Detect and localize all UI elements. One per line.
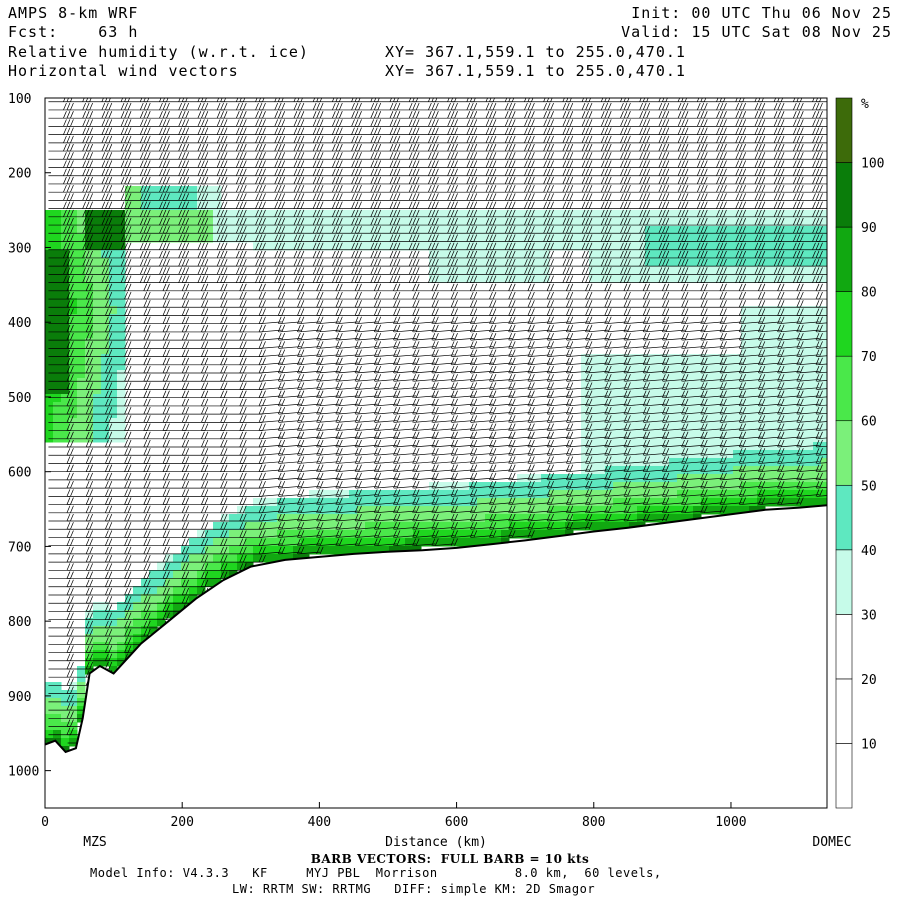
end-point-label: DOMEC (812, 835, 851, 850)
colorbar-tick-label: 40 (861, 544, 877, 559)
colorbar-swatch (835, 162, 853, 228)
colorbar-swatch (835, 291, 853, 357)
field-wind-label: Horizontal wind vectors (8, 62, 239, 80)
y-tick-label: 300 (8, 241, 31, 256)
model-info: Model Info: V4.3.3 KF MYJ PBL Morrison 8… (90, 866, 662, 880)
physics-info: LW: RRTM SW: RRTMG DIFF: simple KM: 2D S… (232, 882, 596, 896)
y-tick-label: 700 (8, 540, 31, 555)
colorbar-tick-label: 10 (861, 737, 877, 752)
valid-time: Valid: 15 UTC Sat 08 Nov 25 (621, 23, 892, 41)
colorbar-tick-label: 60 (861, 415, 877, 430)
y-tick-label: 900 (8, 690, 31, 705)
xy-range-1: XY= 367.1,559.1 to 255.0,470.1 (385, 43, 686, 61)
x-tick-label: 200 (170, 815, 193, 830)
y-tick-label: 200 (8, 167, 31, 182)
colorbar-swatch (835, 355, 853, 422)
y-tick-label: 100 (8, 92, 31, 107)
forecast-hour: Fcst: 63 h (8, 23, 139, 41)
colorbar-swatch (835, 484, 853, 551)
colorbar-swatch (835, 226, 853, 292)
terrain-line (45, 504, 827, 754)
colorbar-swatch (835, 420, 853, 486)
wind-barbs (48, 98, 827, 744)
start-point-label: MZS (83, 835, 106, 850)
colorbar-unit: % (861, 97, 869, 112)
model-title: AMPS 8-km WRF (8, 4, 139, 22)
xy-range-2: XY= 367.1,559.1 to 255.0,470.1 (385, 62, 686, 80)
colorbar-swatch (835, 97, 853, 163)
y-tick-label: 600 (8, 466, 31, 481)
y-tick-label: 500 (8, 391, 31, 406)
plot-frame (44, 97, 828, 809)
field-rh-label: Relative humidity (w.r.t. ice) (8, 43, 309, 61)
colorbar-swatch (835, 743, 853, 809)
terrain (45, 504, 827, 808)
rh-field (45, 186, 827, 755)
colorbar-tick-label: 100 (861, 157, 884, 172)
x-axis-label: Distance (km) (385, 835, 487, 850)
colorbar-tick-label: 30 (861, 608, 877, 623)
x-tick-label: 400 (308, 815, 331, 830)
colorbar-swatch (835, 549, 853, 615)
init-time: Init: 00 UTC Thu 06 Nov 25 (631, 4, 892, 22)
colorbar-tick-label: 80 (861, 286, 877, 301)
barb-note: BARB VECTORS: FULL BARB = 10 kts (310, 852, 590, 866)
colorbar-tick-label: 20 (861, 673, 877, 688)
terrain-fill (45, 505, 827, 808)
colorbar-tick-label: 90 (861, 221, 877, 236)
colorbar-tick-label: 70 (861, 350, 877, 365)
colorbar-tick-label: 50 (861, 479, 877, 494)
x-tick-label: 600 (445, 815, 468, 830)
y-tick-label: 1000 (8, 765, 39, 780)
colorbar: 10 20 30 40 50 60 70 80 90 100% (835, 97, 884, 809)
x-tick-label: 0 (41, 815, 49, 830)
colorbar-swatch (835, 678, 853, 744)
x-tick-label: 1000 (715, 815, 746, 830)
y-tick-label: 800 (8, 615, 31, 630)
colorbar-swatch (835, 614, 853, 680)
x-tick-label: 800 (582, 815, 605, 830)
y-tick-label: 400 (8, 316, 31, 331)
